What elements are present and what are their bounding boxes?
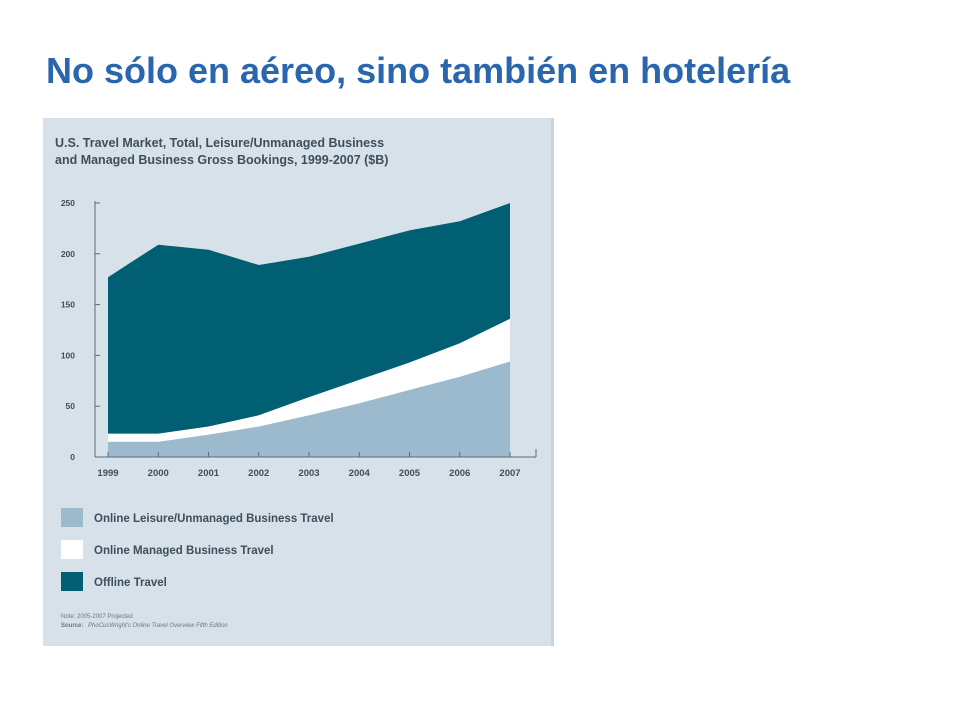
figure-edge-divider bbox=[551, 118, 554, 646]
legend-swatch-3 bbox=[61, 572, 83, 591]
y-tick-label: 250 bbox=[61, 198, 75, 208]
y-tick-label: 150 bbox=[61, 300, 75, 310]
area-series-2 bbox=[108, 318, 510, 442]
legend-label-3: Offline Travel bbox=[94, 577, 167, 589]
x-tick-label: 2006 bbox=[449, 468, 470, 479]
area-series-1 bbox=[108, 361, 510, 457]
chart-figure: U.S. Travel Market, Total, Leisure/Unman… bbox=[43, 118, 551, 646]
area-series-group bbox=[108, 203, 510, 457]
note-text: Note: 2005-2007 Projected bbox=[61, 614, 133, 620]
y-tick-label: 0 bbox=[70, 452, 75, 462]
axes-group: 0 50 100 150 200 250 1999 2000 2001 2002 2003 2004 2… bbox=[61, 198, 537, 479]
y-tick-label: 50 bbox=[66, 401, 76, 411]
source-label: Source: bbox=[61, 623, 83, 629]
legend-swatch-1 bbox=[61, 508, 83, 527]
area-series-3 bbox=[108, 203, 510, 434]
legend: Online Leisure/Unmanaged Business Travel… bbox=[61, 508, 334, 591]
x-tick-label: 2002 bbox=[248, 468, 269, 479]
chart-title-line-1: U.S. Travel Market, Total, Leisure/Unman… bbox=[55, 136, 384, 150]
y-tick-label: 100 bbox=[61, 350, 75, 360]
legend-label-1: Online Leisure/Unmanaged Business Travel bbox=[94, 513, 334, 525]
source-text: PhoCusWright's Online Travel Overview Fi… bbox=[88, 623, 228, 629]
legend-label-2: Online Managed Business Travel bbox=[94, 545, 274, 557]
legend-swatch-2 bbox=[61, 540, 83, 559]
x-tick-label: 2007 bbox=[499, 468, 520, 479]
y-tick-label: 200 bbox=[61, 249, 75, 259]
x-tick-label: 2005 bbox=[399, 468, 421, 479]
x-tick-label: 2000 bbox=[148, 468, 169, 479]
chart-title-line-2: and Managed Business Gross Bookings, 199… bbox=[55, 153, 388, 167]
x-tick-label: 1999 bbox=[97, 468, 118, 479]
x-tick-label: 2001 bbox=[198, 468, 220, 479]
slide-title: No sólo en aéreo, sino también en hotele… bbox=[46, 50, 791, 91]
chart-svg: U.S. Travel Market, Total, Leisure/Unman… bbox=[55, 136, 537, 629]
source-line: Source: PhoCusWright's Online Travel Ove… bbox=[61, 623, 228, 629]
x-tick-label: 2003 bbox=[298, 468, 319, 479]
x-tick-label: 2004 bbox=[349, 468, 371, 479]
